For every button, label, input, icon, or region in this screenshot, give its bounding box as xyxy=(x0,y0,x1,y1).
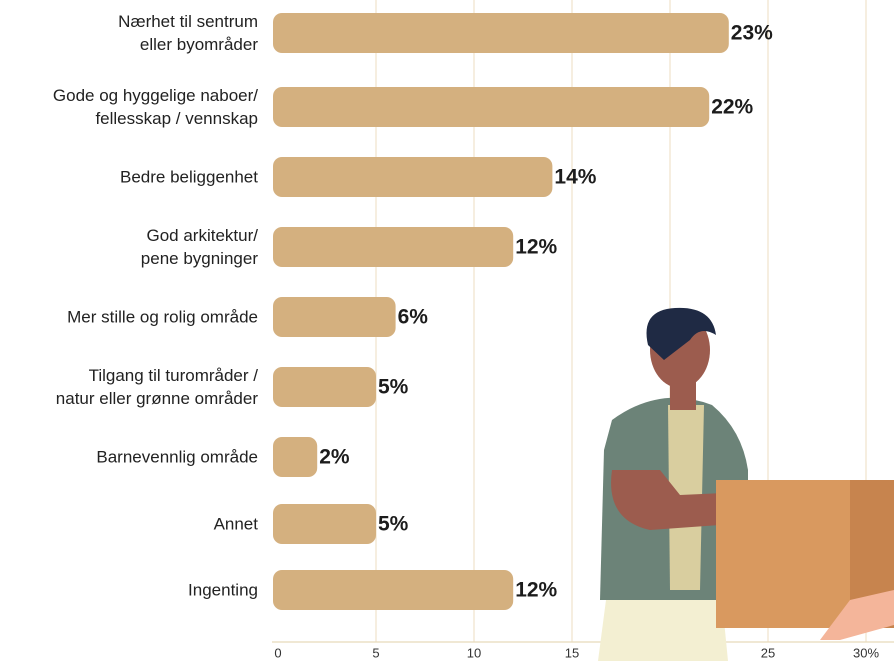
category-label: God arkitektur/ pene bygninger xyxy=(0,224,258,270)
value-label: 5% xyxy=(378,513,409,536)
value-label: 23% xyxy=(731,22,773,45)
category-label: Gode og hyggelige naboer/ fellesskap / v… xyxy=(0,84,258,130)
bar xyxy=(273,437,317,477)
x-tick-label: 25 xyxy=(761,645,775,660)
bar xyxy=(273,157,552,197)
category-label: Tilgang til turområder / natur eller grø… xyxy=(0,364,258,410)
bar xyxy=(273,570,513,610)
category-label: Barnevennlig område xyxy=(0,446,258,469)
bar xyxy=(273,297,396,337)
value-label: 12% xyxy=(515,579,557,602)
x-tick-label: 0 xyxy=(274,645,281,660)
x-tick-label: 10 xyxy=(467,645,481,660)
bar xyxy=(273,367,376,407)
value-label: 5% xyxy=(378,376,409,399)
x-tick-label: 20 xyxy=(663,645,677,660)
x-tick-label: 30% xyxy=(853,645,879,660)
value-label: 22% xyxy=(711,96,753,119)
category-label: Mer stille og rolig område xyxy=(0,306,258,329)
x-tick-label: 15 xyxy=(565,645,579,660)
bar xyxy=(273,504,376,544)
bar xyxy=(273,13,729,53)
bar xyxy=(273,87,709,127)
category-label: Bedre beliggenhet xyxy=(0,166,258,189)
category-label: Ingenting xyxy=(0,579,258,602)
value-label: 14% xyxy=(554,166,596,189)
value-label: 12% xyxy=(515,236,557,259)
x-tick-label: 5 xyxy=(372,645,379,660)
page: 051015202530%23%22%14%12%6%5%2%5%12% (()… xyxy=(0,0,894,661)
category-label: Annet xyxy=(0,513,258,536)
bar xyxy=(273,227,513,267)
category-label: Nærhet til sentrum eller byområder xyxy=(0,10,258,56)
value-label: 6% xyxy=(398,306,429,329)
value-label: 2% xyxy=(319,446,350,469)
